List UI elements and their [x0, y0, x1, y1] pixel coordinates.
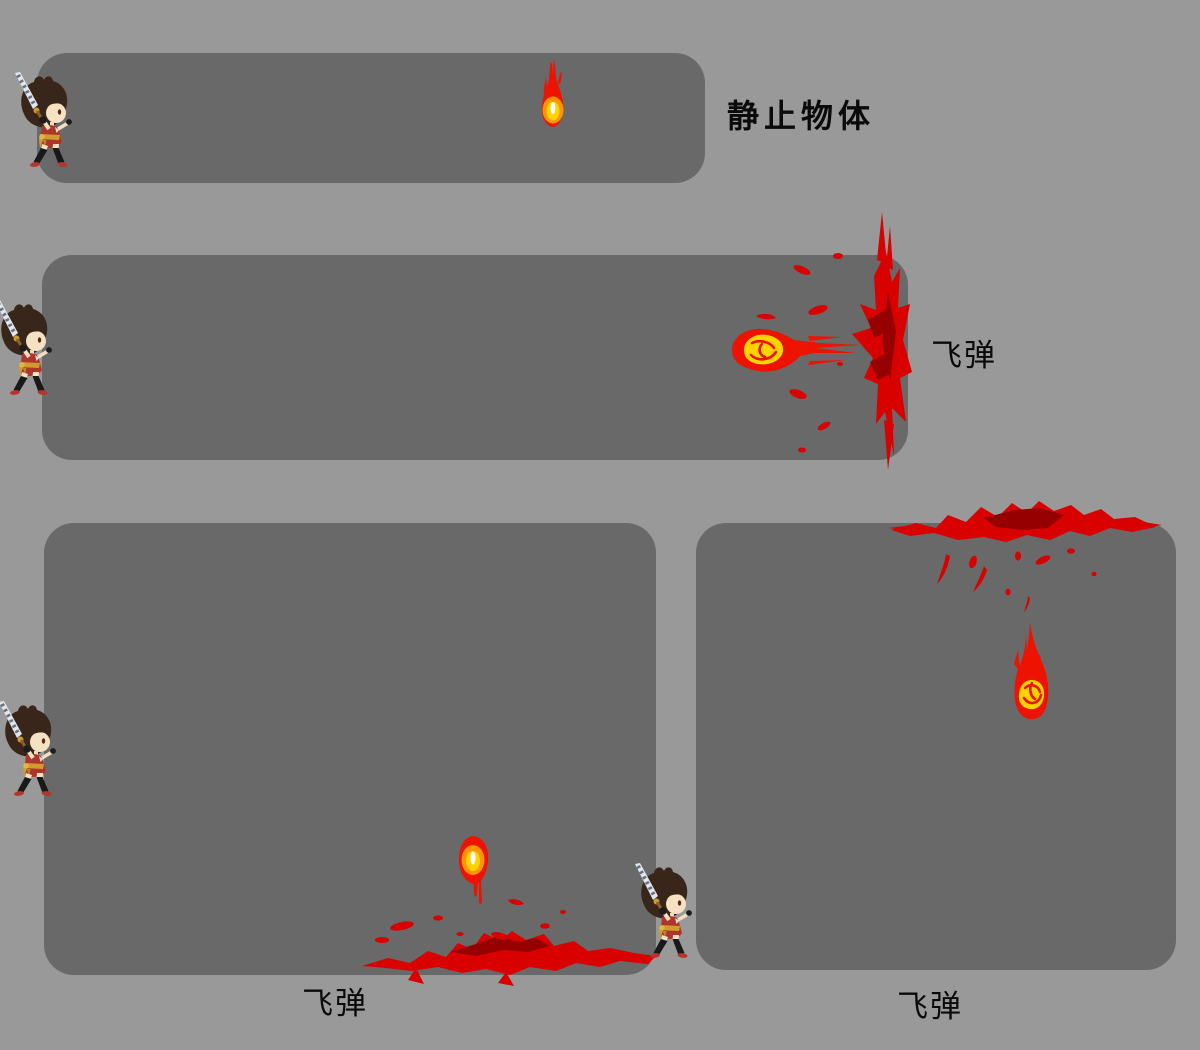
fireball-dripping-icon: [459, 836, 489, 904]
panel-missile-ceiling: [696, 523, 1176, 970]
fireball-falling-icon: [1012, 620, 1050, 721]
character-sprite-bottom-center: [633, 861, 694, 961]
label-missile-right: 飞弹: [931, 338, 997, 373]
character-sprite-top: [13, 70, 74, 170]
label-missile-ceiling: 飞弹: [897, 989, 963, 1024]
flame-static-icon: [541, 59, 564, 127]
blood-splatter-ceiling: [888, 501, 1162, 612]
label-static-object: 静止物体: [727, 98, 876, 134]
blood-splatter-floor: [362, 899, 656, 986]
label-missile-floor: 飞弹: [302, 986, 368, 1021]
character-sprite-middle: [0, 298, 54, 398]
panel-missile-floor: [44, 523, 656, 975]
fireball-right-icon: [730, 327, 862, 373]
character-sprite-bottom-left: [0, 699, 58, 799]
panel-static-object: [37, 53, 705, 183]
